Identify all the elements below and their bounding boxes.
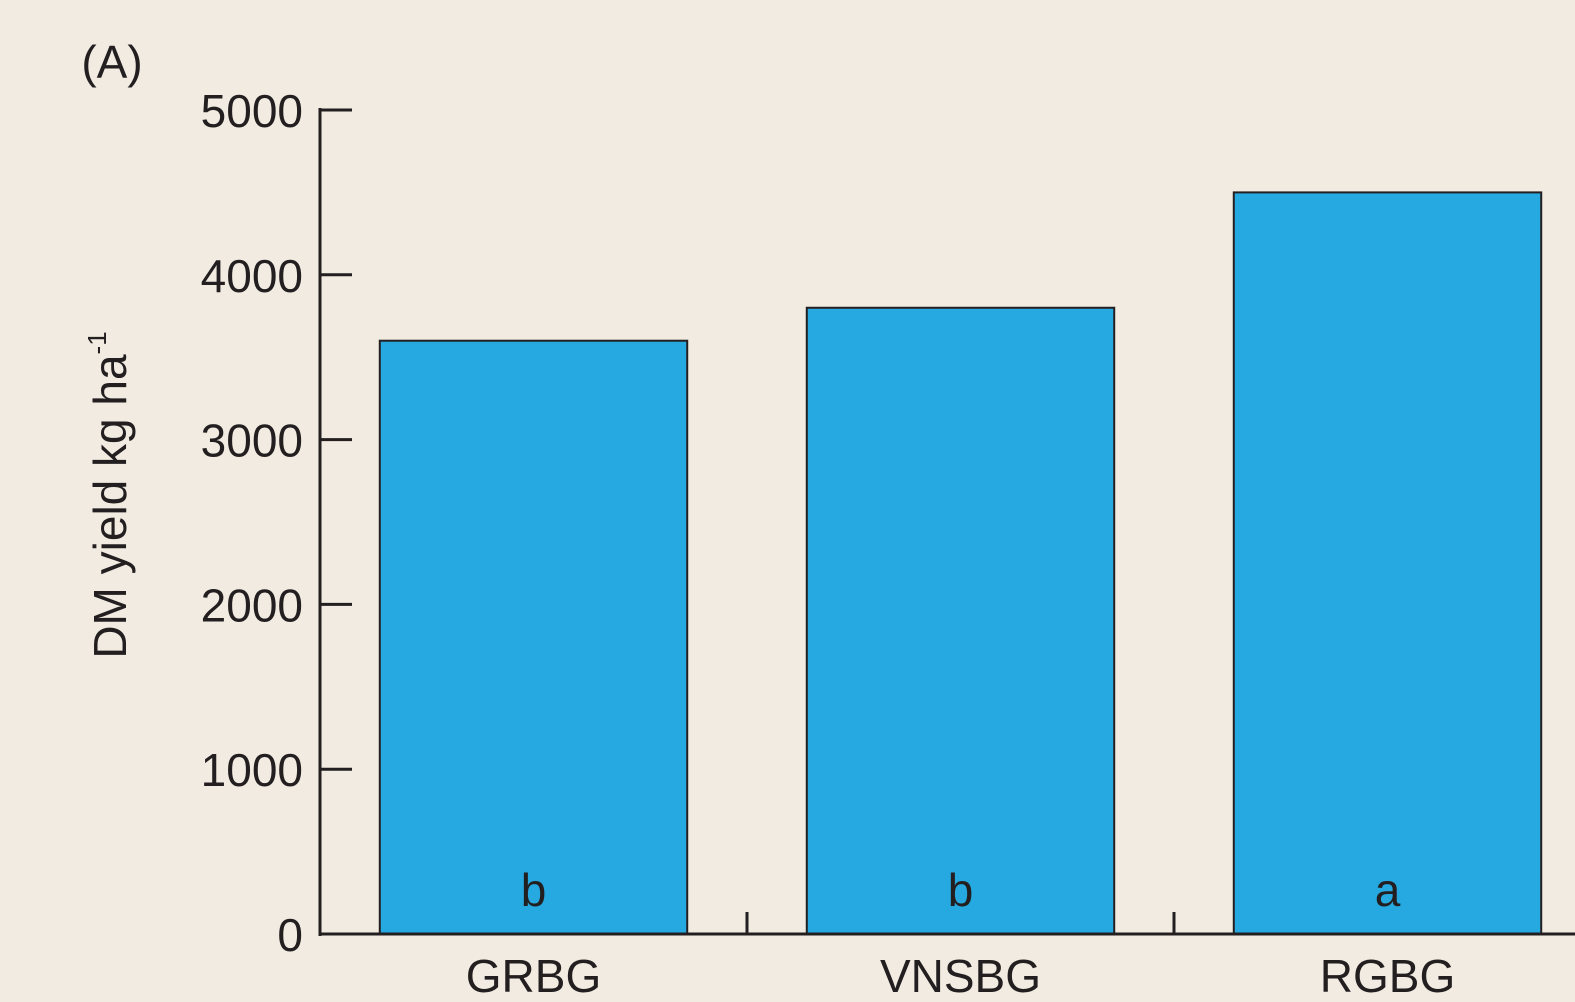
y-axis-label-text: DM yield kg ha	[84, 354, 136, 659]
x-tick-label: VNSBG	[880, 950, 1041, 1002]
y-axis-label-superscript: -1	[82, 331, 112, 354]
significance-letter: b	[521, 864, 547, 916]
y-tick-label: 1000	[201, 744, 303, 796]
x-tick-label: RGBG	[1320, 950, 1455, 1002]
bar	[378, 339, 689, 936]
significance-letter: a	[1375, 864, 1401, 916]
y-tick-label: 5000	[201, 85, 303, 137]
y-tick-label: 3000	[201, 415, 303, 467]
x-tick-label: GRBG	[466, 950, 601, 1002]
y-tick-label: 2000	[201, 579, 303, 631]
panel-label: (A)	[81, 36, 142, 88]
bar	[1232, 191, 1543, 935]
bar	[805, 306, 1116, 935]
y-tick-label: 4000	[201, 250, 303, 302]
significance-letter: b	[948, 864, 974, 916]
y-tick-label: 0	[277, 909, 303, 961]
y-axis-label: DM yield kg ha-1	[82, 331, 136, 658]
